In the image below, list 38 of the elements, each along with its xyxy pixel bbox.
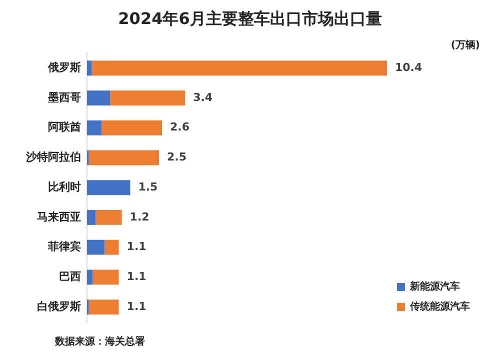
y-tick-label: 俄罗斯: [47, 60, 81, 74]
text: (万辆): [450, 38, 480, 51]
annotation: 1.1: [126, 300, 146, 313]
annotation: 1.2: [130, 210, 150, 224]
annotation: 2.6: [170, 120, 190, 134]
y-tick-label: 比利时: [48, 180, 81, 194]
legend-label: 传统能源汽车: [409, 300, 470, 313]
bar: [87, 60, 92, 76]
annotation: 2.5: [167, 150, 186, 164]
annotation: 3.4: [193, 90, 213, 104]
y-tick-label: 巴西: [59, 270, 81, 284]
bar: [87, 270, 93, 285]
bar: [87, 240, 104, 255]
bar: [88, 300, 119, 315]
annotation: 1.1: [126, 270, 146, 284]
bar: [87, 210, 96, 225]
bar: [88, 150, 159, 166]
bar: [96, 210, 122, 225]
annotation: 1.1: [126, 240, 146, 254]
bar: [87, 90, 110, 106]
bar: [92, 270, 119, 285]
bar: [104, 240, 119, 255]
y-tick-label: 白俄罗斯: [37, 300, 81, 313]
bar: [110, 90, 186, 106]
bar: [92, 60, 387, 76]
bar: [87, 180, 130, 196]
text: 10.4: [395, 60, 422, 74]
chart-title: 2024年6月主要整车出口市场出口量: [118, 8, 382, 28]
y-tick-label: 墨西哥: [47, 90, 81, 104]
annotation: 1.5: [138, 180, 158, 194]
source-note: 数据来源：海关总署: [54, 336, 145, 348]
bar: [101, 120, 162, 136]
bar: [87, 120, 102, 136]
legend-label: 新能源汽车: [409, 280, 460, 293]
y-tick-label: 马来西亚: [37, 210, 81, 224]
y-tick-label: 沙特阿拉伯: [25, 150, 81, 164]
y-tick-label: 阿联酋: [48, 120, 81, 134]
y-tick-label: 菲律宾: [47, 240, 81, 254]
